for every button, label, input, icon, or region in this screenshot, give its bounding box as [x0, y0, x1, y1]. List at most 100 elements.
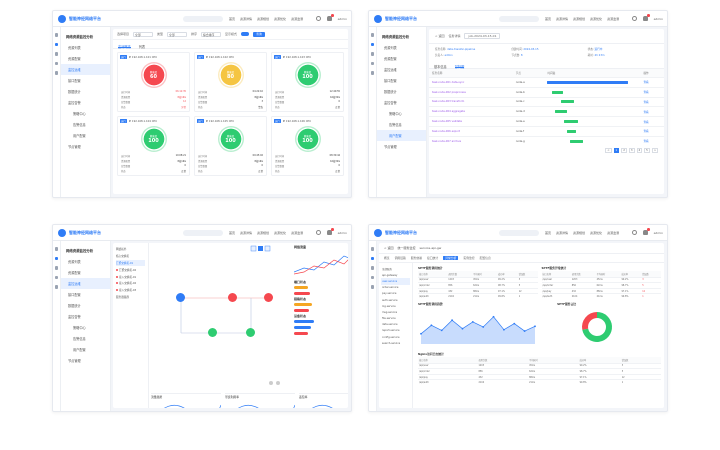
- gauge-card[interactable]: 运行 IP 192.168.1.106 CPU 健康度 100 运行时间 08:30:44…: [271, 116, 344, 176]
- bell-icon[interactable]: [326, 228, 334, 235]
- top-nav-item[interactable]: 首页: [229, 16, 236, 21]
- page-button[interactable]: >: [651, 148, 658, 154]
- sub-tab[interactable]: 实例监控: [463, 256, 475, 260]
- gantt-bar[interactable]: [554, 110, 568, 114]
- sidebar-item[interactable]: 告警信息: [389, 123, 402, 127]
- gantt-bar[interactable]: [569, 139, 583, 143]
- sub-tab[interactable]: 调用链路: [394, 256, 406, 260]
- gauge-card[interactable]: 运行 IP 192.168.1.103 CPU 健康度 100 运行时间 12:40:55…: [271, 52, 344, 112]
- trend-point[interactable]: [523, 330, 526, 332]
- sidebar-item[interactable]: 节点管理: [384, 145, 397, 149]
- tree-item[interactable]: 汇聚交换机-01: [116, 259, 145, 267]
- service-list-item[interactable]: config-service: [382, 335, 400, 339]
- back-link[interactable]: < 返回: [435, 34, 445, 38]
- bell-icon[interactable]: [642, 228, 650, 235]
- trend-point[interactable]: [534, 325, 536, 328]
- search-input[interactable]: [499, 229, 539, 236]
- top-nav-item[interactable]: 资源监测: [607, 16, 620, 21]
- task-name[interactable]: task-node-004 aggregate: [432, 110, 465, 114]
- display-toggle[interactable]: [241, 32, 250, 36]
- top-nav-item[interactable]: 资源优化: [590, 16, 603, 21]
- gantt-bar[interactable]: [547, 80, 629, 84]
- service-list-item[interactable]: search-service: [382, 341, 401, 345]
- service-list-item[interactable]: 全部服务: [382, 267, 393, 271]
- top-nav-item[interactable]: 资源优化: [590, 230, 603, 235]
- user-name[interactable]: admin: [653, 230, 663, 235]
- search-input[interactable]: [183, 229, 223, 236]
- topology-node[interactable]: [264, 293, 273, 302]
- home-icon[interactable]: [54, 247, 59, 251]
- table-row[interactable]: task-node-006 export node-f 查看: [429, 125, 664, 137]
- job-chip[interactable]: job-2024-03-15-01: [464, 33, 501, 39]
- sub-tab[interactable]: 配置信息: [479, 256, 491, 260]
- service-list-item[interactable]: report-service: [382, 329, 400, 333]
- search-input[interactable]: [183, 15, 223, 22]
- top-nav-item[interactable]: 资源优化: [274, 16, 287, 21]
- chart-icon[interactable]: [54, 275, 59, 279]
- chart-icon[interactable]: [54, 61, 59, 65]
- top-nav-item[interactable]: 资源详情: [240, 230, 253, 235]
- sidebar-item[interactable]: 数据统计: [384, 90, 397, 94]
- top-nav-item[interactable]: 资源详情: [240, 16, 253, 21]
- tree-item[interactable]: 接入交换机-03: [116, 287, 145, 294]
- gantt-bar[interactable]: [563, 120, 579, 124]
- sidebar-item[interactable]: 监控运维: [61, 64, 110, 75]
- home-icon[interactable]: [370, 33, 375, 37]
- bell-icon[interactable]: [326, 14, 334, 21]
- bell-icon[interactable]: [642, 14, 650, 21]
- sidebar-item[interactable]: 用户配置: [377, 130, 426, 141]
- sidebar-item[interactable]: 用户配置: [73, 134, 86, 138]
- tab-overview[interactable]: 监测概览: [118, 45, 131, 49]
- table-row[interactable]: task-node-005 validate node-e 查看: [429, 116, 664, 127]
- trend-point[interactable]: [420, 332, 422, 335]
- view-link[interactable]: 查看: [643, 110, 649, 114]
- sidebar-item[interactable]: 告警信息: [73, 337, 86, 341]
- sidebar-item[interactable]: 资源配置: [68, 271, 81, 275]
- sidebar-item[interactable]: 用户配置: [73, 348, 86, 352]
- sidebar-item[interactable]: 资源列表: [68, 260, 81, 264]
- sidebar-item[interactable]: 节点管理: [68, 359, 81, 363]
- gauge-card[interactable]: 运行 IP 192.168.1.104 CPU 健康度 100 运行时间 10:08:21…: [117, 116, 190, 176]
- trend-point[interactable]: [492, 315, 495, 318]
- settings-icon[interactable]: [54, 285, 59, 289]
- trend-point[interactable]: [513, 322, 516, 325]
- sidebar-item[interactable]: 监控告警: [384, 101, 397, 105]
- task-name[interactable]: task-node-005 validate: [432, 120, 462, 124]
- help-icon[interactable]: [315, 16, 321, 21]
- page-button[interactable]: 3: [628, 148, 635, 154]
- trend-point[interactable]: [451, 319, 453, 322]
- tree-item[interactable]: 汇聚交换机-02: [116, 266, 145, 273]
- page-button[interactable]: 4: [636, 148, 643, 154]
- table-row[interactable]: task-node-004 aggregate node-d 查看: [429, 106, 664, 117]
- trend-point[interactable]: [430, 324, 433, 327]
- task-name[interactable]: task-node-003 transform: [432, 100, 465, 104]
- tree-item[interactable]: 服务器集群: [116, 293, 145, 300]
- view-link[interactable]: 查看: [643, 120, 649, 124]
- back-link[interactable]: < 返回: [384, 246, 394, 250]
- top-nav-item[interactable]: 首页: [545, 230, 552, 235]
- view-link[interactable]: 查看: [643, 81, 649, 85]
- monitor-icon[interactable]: [54, 42, 59, 46]
- gantt-bar[interactable]: [567, 129, 577, 133]
- page-button[interactable]: 1: [613, 148, 620, 154]
- table-row[interactable]: task-node-007 archive node-g 查看: [429, 135, 664, 146]
- sub-tab[interactable]: 异常分析: [443, 256, 459, 260]
- table-row[interactable]: task-node-003 transform node-c 查看: [429, 96, 664, 107]
- trend-point[interactable]: [471, 320, 474, 323]
- service-list-item[interactable]: auth-service: [382, 298, 398, 302]
- service-list-item[interactable]: pay-service: [382, 292, 397, 296]
- home-icon[interactable]: [370, 247, 375, 251]
- top-nav-item[interactable]: 资源规划: [573, 230, 586, 235]
- top-nav-item[interactable]: 资源详情: [556, 230, 569, 235]
- user-name[interactable]: admin: [337, 16, 347, 21]
- list-icon[interactable]: [54, 52, 59, 56]
- topology-node[interactable]: [176, 293, 185, 302]
- home-icon[interactable]: [54, 33, 59, 37]
- type-select[interactable]: 全部: [167, 31, 188, 37]
- help-icon[interactable]: [631, 16, 637, 21]
- gantt-bar[interactable]: [560, 100, 575, 104]
- task-name[interactable]: task-node-001 data-sync: [432, 80, 465, 84]
- sidebar-item[interactable]: 策略中心: [389, 112, 402, 116]
- sidebar-item[interactable]: 资源配置: [384, 57, 397, 61]
- tree-item[interactable]: 核心交换机: [116, 253, 145, 260]
